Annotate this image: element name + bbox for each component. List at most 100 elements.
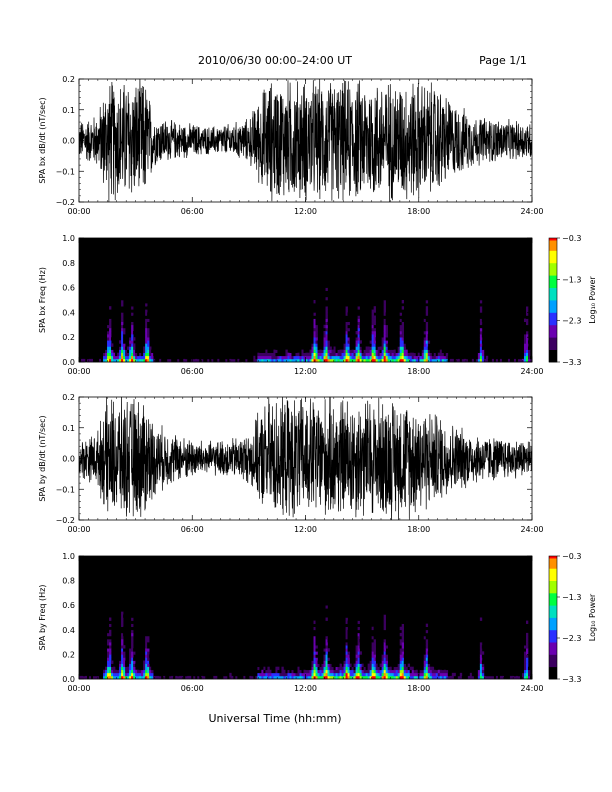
spectrogram-cell bbox=[121, 654, 124, 658]
spectrogram-cell bbox=[147, 290, 150, 295]
spectrogram-cell bbox=[119, 352, 122, 357]
spectrogram-cell bbox=[327, 334, 330, 338]
spectrogram-cell bbox=[401, 315, 405, 319]
spectrogram-cell bbox=[530, 355, 533, 360]
spectrogram-cell bbox=[347, 318, 350, 322]
spectrogram-cell bbox=[119, 669, 122, 674]
spectrogram-cell bbox=[473, 355, 477, 360]
y-tick-label: −0.1 bbox=[56, 167, 75, 176]
spectrogram-cell bbox=[275, 675, 278, 680]
spectrogram-cell bbox=[263, 358, 266, 363]
spectrogram-cell bbox=[121, 586, 124, 591]
spectrogram-cell bbox=[341, 675, 344, 680]
spectrogram-cell bbox=[103, 355, 106, 360]
spectrogram-cell bbox=[385, 651, 388, 655]
spectrogram-cell bbox=[389, 669, 392, 674]
spectrogram-cell bbox=[481, 672, 485, 677]
spectrogram-cell bbox=[405, 358, 409, 363]
spectrogram-cell bbox=[293, 672, 296, 677]
spectrogram-cell bbox=[367, 358, 370, 363]
spectrogram-cell bbox=[109, 278, 112, 282]
spectrogram-cell bbox=[355, 349, 358, 353]
spectrogram-cell bbox=[179, 675, 182, 680]
spectrogram-cell bbox=[211, 355, 214, 360]
spectrogram-cell bbox=[215, 675, 218, 680]
spectrogram-cell bbox=[359, 669, 362, 674]
spectrogram-cell bbox=[401, 626, 405, 631]
y-tick-label: −0.2 bbox=[56, 198, 75, 207]
spectrogram-cell bbox=[99, 358, 102, 363]
spectrogram-cell bbox=[307, 669, 310, 674]
spectrogram-cell bbox=[455, 672, 459, 677]
spectrogram-cell bbox=[145, 611, 148, 615]
colorbar-step bbox=[549, 314, 557, 317]
colorbar-step bbox=[549, 640, 557, 643]
spectrogram-cell bbox=[425, 327, 429, 332]
spectrogram-cell bbox=[385, 349, 388, 353]
spectrogram-cell bbox=[193, 672, 196, 677]
y-tick-label: 0.2 bbox=[62, 650, 75, 659]
spectrogram-cell bbox=[525, 318, 529, 322]
spectrogram-cell bbox=[523, 340, 527, 344]
spectrogram-cell bbox=[301, 672, 304, 677]
spectrogram-cell bbox=[421, 352, 425, 357]
spectrogram-cell bbox=[439, 663, 443, 668]
spectrogram-cell bbox=[399, 327, 403, 332]
spectrogram-cell bbox=[355, 666, 358, 671]
colorbar-tick-label: −2.3 bbox=[562, 317, 581, 326]
spectrogram-cell bbox=[479, 309, 483, 313]
spectrogram-cell bbox=[133, 358, 136, 363]
spectrogram-cell bbox=[145, 306, 148, 310]
spectrogram-cell bbox=[395, 675, 398, 680]
spectrogram-cell bbox=[109, 629, 112, 634]
spectrogram-cell bbox=[425, 352, 429, 357]
spectrogram-cell bbox=[87, 675, 90, 680]
colorbar-step bbox=[549, 588, 557, 592]
spectrogram-cell bbox=[403, 675, 407, 680]
spectrogram-cell bbox=[351, 666, 354, 671]
spectrogram-cell bbox=[297, 352, 300, 357]
spectrogram-cell bbox=[409, 669, 413, 674]
colorbar-step bbox=[549, 312, 557, 315]
colorbar-step bbox=[549, 316, 557, 319]
spectrogram-cell bbox=[131, 346, 134, 350]
spectrogram-cell bbox=[387, 669, 390, 674]
spectrogram-cell bbox=[443, 669, 447, 674]
spectrogram-cell bbox=[113, 675, 116, 680]
spectrogram-cell bbox=[145, 340, 148, 344]
spectrogram-cell bbox=[499, 358, 503, 363]
spectrogram-cell bbox=[379, 340, 382, 344]
spectrogram-cell bbox=[325, 253, 328, 257]
spectrogram-cell bbox=[371, 626, 374, 631]
spectrogram-cell bbox=[449, 358, 453, 363]
spectrogram-cell bbox=[377, 349, 380, 353]
spectrogram-cell bbox=[121, 275, 124, 279]
spectrogram-cell bbox=[263, 346, 266, 350]
spectrogram-cell bbox=[81, 358, 84, 363]
spectrogram-cell bbox=[481, 660, 485, 664]
spectrogram-cell bbox=[367, 349, 370, 353]
spectrogram-cell bbox=[147, 611, 150, 615]
spectrogram-cell bbox=[233, 355, 236, 360]
spectrogram-cell bbox=[107, 629, 110, 634]
spectrogram-cell bbox=[315, 657, 318, 661]
spectrogram-cell bbox=[107, 287, 110, 291]
spectrogram-cell bbox=[385, 343, 388, 347]
spectrogram-cell bbox=[373, 654, 376, 658]
spectrogram-cell bbox=[149, 355, 152, 360]
spectrogram-cell bbox=[337, 352, 340, 357]
spectrogram-cell bbox=[145, 349, 148, 353]
spectrogram-cell bbox=[405, 349, 409, 353]
spectrogram-cell bbox=[421, 358, 425, 363]
spectrogram-cell bbox=[131, 293, 134, 298]
spectrogram-cell bbox=[121, 672, 124, 677]
spectrogram-cell bbox=[121, 355, 124, 360]
spectrogram-cell bbox=[225, 675, 228, 680]
spectrogram-cell bbox=[325, 309, 328, 313]
spectrogram-cell bbox=[345, 617, 348, 621]
spectrogram-cell bbox=[311, 334, 314, 338]
spectrogram-cell bbox=[383, 556, 386, 560]
spectrogram-cell bbox=[369, 340, 372, 344]
spectrogram-cell bbox=[317, 666, 320, 671]
spectrogram-cell bbox=[385, 645, 388, 649]
